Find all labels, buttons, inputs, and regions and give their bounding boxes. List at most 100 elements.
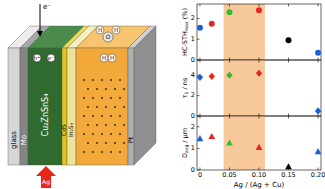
- x-tick: [259, 4, 260, 7]
- data-point: [315, 107, 321, 114]
- markers: [197, 133, 321, 169]
- x-label: Ag / (Ag + Cu): [234, 181, 285, 189]
- panel: 0 2 4τ1 / ns: [181, 60, 321, 120]
- diagram-label: e⁻: [48, 55, 54, 61]
- electrolyte-dot: [96, 142, 98, 144]
- layer-front: [20, 48, 28, 165]
- layer-front: [76, 48, 128, 165]
- data-point: [256, 144, 263, 150]
- hole: [33, 54, 41, 62]
- diagram-label: Cu₂ZnSnS₄: [41, 94, 50, 137]
- x-tick: [199, 58, 200, 61]
- y-tick-label: 2: [191, 14, 195, 22]
- h-atom: [96, 26, 104, 34]
- electrolyte-dot: [92, 115, 94, 117]
- data-point: [256, 70, 262, 77]
- x-tick: [199, 168, 200, 171]
- y-label: τ1 / ns: [181, 77, 189, 98]
- data-point: [226, 72, 232, 79]
- ag-arrow: [36, 166, 56, 188]
- y-tick-label: 4: [191, 71, 195, 79]
- diagram-label: H: [98, 27, 102, 33]
- x-tick: [259, 114, 260, 117]
- electrolyte-dot: [87, 106, 89, 108]
- o-atom: [103, 32, 113, 42]
- electrolyte-dot: [87, 142, 89, 144]
- electrolyte-dot: [96, 88, 98, 90]
- y-tick-label: 0: [191, 112, 195, 120]
- layer-front: [128, 48, 134, 165]
- data-point: [226, 9, 232, 15]
- electrolyte-dot: [101, 115, 103, 117]
- y-label-sub: max: [184, 21, 189, 31]
- layer-front: [67, 48, 76, 165]
- x-tick: [229, 60, 230, 63]
- plot-frame: [197, 116, 321, 170]
- x-tick: [259, 116, 260, 119]
- y-label: Davg / μm: [181, 128, 189, 158]
- x-tick-label: 0.05: [222, 171, 236, 179]
- electrolyte-dot: [123, 88, 125, 90]
- data-point: [197, 74, 203, 81]
- electrolyte-dot: [101, 97, 103, 99]
- electrolyte-dot: [96, 106, 98, 108]
- diagram-label: H: [102, 55, 106, 61]
- device-diagram: e⁻h⁺e⁻glassMoCu₂ZnSnS₄CdSIn₂S₃PtHOHHHAg: [8, 3, 156, 188]
- x-tick: [229, 58, 230, 61]
- data-point: [209, 21, 215, 27]
- y-tick: [197, 126, 200, 127]
- x-tick: [229, 114, 230, 117]
- x-tick: [288, 114, 289, 117]
- electrolyte-dot: [110, 133, 112, 135]
- h-atom: [112, 26, 120, 34]
- x-tick: [229, 168, 230, 171]
- x-tick: [199, 4, 200, 7]
- x-tick-label: 0.15: [281, 171, 295, 179]
- electrolyte-dot: [110, 115, 112, 117]
- x-tick: [288, 4, 289, 7]
- x-tick: [288, 58, 289, 61]
- electrolyte-dot: [123, 106, 125, 108]
- electrolyte-dot: [110, 79, 112, 81]
- layer-side: [134, 26, 156, 165]
- electrolyte-dot: [123, 142, 125, 144]
- electrolyte-dot: [83, 97, 85, 99]
- data-point: [286, 37, 292, 43]
- y-label-unit: (%): [181, 8, 189, 21]
- electrolyte-dot: [83, 115, 85, 117]
- electrolyte-dot: [101, 133, 103, 135]
- electrolyte-dot: [114, 106, 116, 108]
- h-atom: [108, 54, 116, 62]
- x-tick-label: 0.20: [311, 171, 325, 179]
- diagram-label: In₂S₃: [67, 122, 74, 137]
- x-tick: [288, 116, 289, 119]
- x-tick: [318, 4, 319, 7]
- y-tick: [197, 18, 200, 19]
- y-tick-label: 2: [191, 91, 195, 99]
- x-tick: [318, 116, 319, 119]
- x-tick: [199, 60, 200, 63]
- diagram-label: e⁻: [43, 3, 51, 11]
- electrolyte-dot: [101, 79, 103, 81]
- y-label-sub: avg: [184, 145, 189, 153]
- y-label-main: HC-STH: [181, 31, 189, 56]
- electrolyte-dot: [83, 79, 85, 81]
- shaded-range: [224, 4, 265, 60]
- y-tick-label: 0: [191, 56, 195, 64]
- electrolyte-dot: [119, 79, 121, 81]
- y-tick: [197, 148, 200, 149]
- electrolyte-dot: [92, 151, 94, 153]
- electrolyte-dot: [96, 124, 98, 126]
- electrolyte-dot: [114, 142, 116, 144]
- diagram-label: CdS: [60, 124, 67, 136]
- data-point: [315, 50, 321, 56]
- x-tick: [318, 168, 319, 171]
- electrolyte-dot: [83, 133, 85, 135]
- data-point: [209, 73, 215, 80]
- data-point: [256, 7, 262, 13]
- diagram-label: H: [114, 27, 118, 33]
- electrolyte-dot: [87, 88, 89, 90]
- x-tick: [288, 60, 289, 63]
- y-tick-label: 2: [191, 123, 195, 131]
- electrolyte-dot: [110, 97, 112, 99]
